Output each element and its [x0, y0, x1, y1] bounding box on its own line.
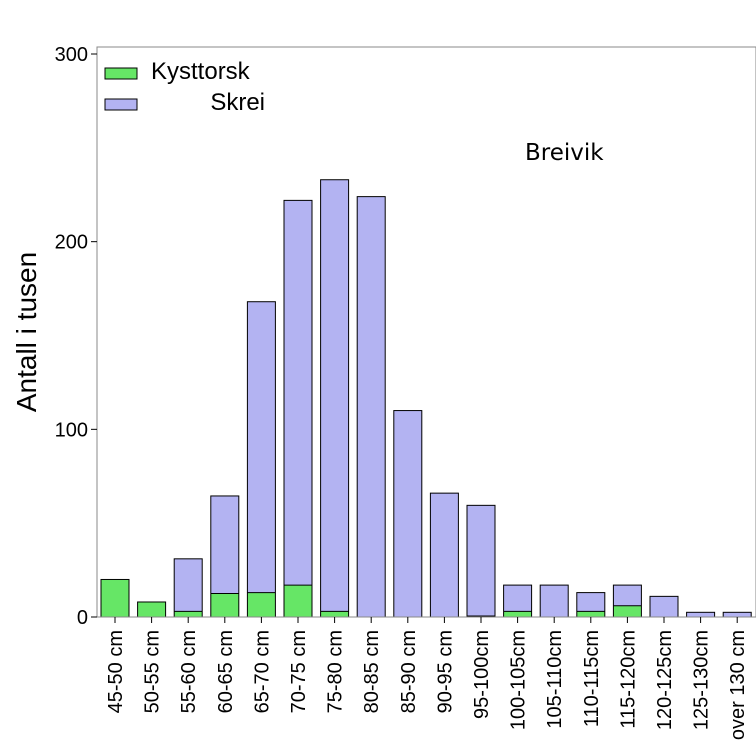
bar-skrei-3 [210, 495, 239, 594]
bar-skrei-7 [357, 196, 386, 618]
x-tick-label: 100-105cm [508, 630, 530, 730]
y-axis: 0 100 200 300 [55, 44, 97, 629]
bar-skrei-11 [503, 585, 532, 612]
x-tick-label: 50-55 cm [142, 630, 164, 713]
x-tick-label: 120-125cm [654, 630, 676, 730]
x-tick-label: 105-110cm [544, 630, 566, 729]
bar-kysttorsk-2 [174, 611, 203, 617]
x-tick-label: 115-120cm [617, 630, 639, 729]
bar-kysttorsk-11 [503, 611, 532, 617]
x-tick-label: 75-80 cm [325, 630, 347, 713]
bar-skrei-4 [247, 301, 276, 593]
bar-skrei-12 [540, 585, 569, 617]
bar-kysttorsk-4 [247, 592, 276, 617]
legend-swatch-kysttorsk [104, 67, 138, 80]
y-tick-label: 100 [55, 419, 88, 441]
plot-frame [96, 46, 756, 618]
legend: Kysttorsk Skrei [104, 58, 265, 116]
x-tick-label: 90-95 cm [434, 630, 456, 713]
bar-skrei-6 [320, 179, 349, 612]
bar-skrei-10 [467, 505, 495, 617]
bar-skrei-15 [650, 596, 678, 617]
bar-kysttorsk-5 [284, 585, 312, 617]
y-tick-label: 0 [77, 607, 88, 629]
bar-skrei-2 [174, 558, 203, 612]
bar-skrei-13 [576, 592, 605, 612]
x-axis: 45-50 cm 50-55 cm 55-60 cm 60-65 cm 65-70 cm… [105, 617, 749, 740]
x-tick-label: 95-100cm [471, 630, 493, 719]
chart-annotation: Breivik [525, 140, 604, 166]
x-tick-label: 65-70 cm [251, 630, 273, 713]
legend-swatch-skrei [104, 98, 138, 111]
x-tick-label: over 130 cm [727, 630, 749, 740]
x-tick-label: 110-115cm [581, 630, 603, 727]
x-tick-label: 45-50 cm [105, 630, 127, 713]
bar-kysttorsk-6 [320, 611, 349, 617]
bar-skrei-16 [686, 612, 715, 617]
x-tick-label: 55-60 cm [178, 630, 200, 713]
x-tick-label: 70-75 cm [288, 630, 310, 713]
y-axis-label: Antall i tusen [11, 252, 42, 412]
y-tick-label: 200 [55, 232, 88, 254]
bar-skrei-14 [613, 585, 642, 606]
bar-kysttorsk-3 [210, 593, 239, 617]
bar-skrei-17 [723, 612, 752, 617]
legend-label-skrei: Skrei [210, 89, 265, 116]
legend-label-kysttorsk: Kysttorsk [151, 58, 251, 85]
bar-skrei-5 [284, 200, 312, 586]
y-tick-label: 300 [55, 44, 88, 66]
x-tick-label: 80-85 cm [361, 630, 383, 713]
x-tick-label: 125-130cm [691, 630, 713, 730]
x-tick-label: 85-90 cm [398, 630, 420, 713]
bar-skrei-8 [393, 410, 422, 617]
x-tick-label: 60-65 cm [215, 630, 237, 713]
bar-kysttorsk-14 [613, 605, 642, 617]
bar-kysttorsk-1 [137, 601, 166, 617]
bars-group [100, 179, 752, 618]
bar-kysttorsk-0 [101, 579, 129, 617]
bar-skrei-9 [430, 493, 459, 617]
bar-kysttorsk-13 [576, 611, 605, 617]
